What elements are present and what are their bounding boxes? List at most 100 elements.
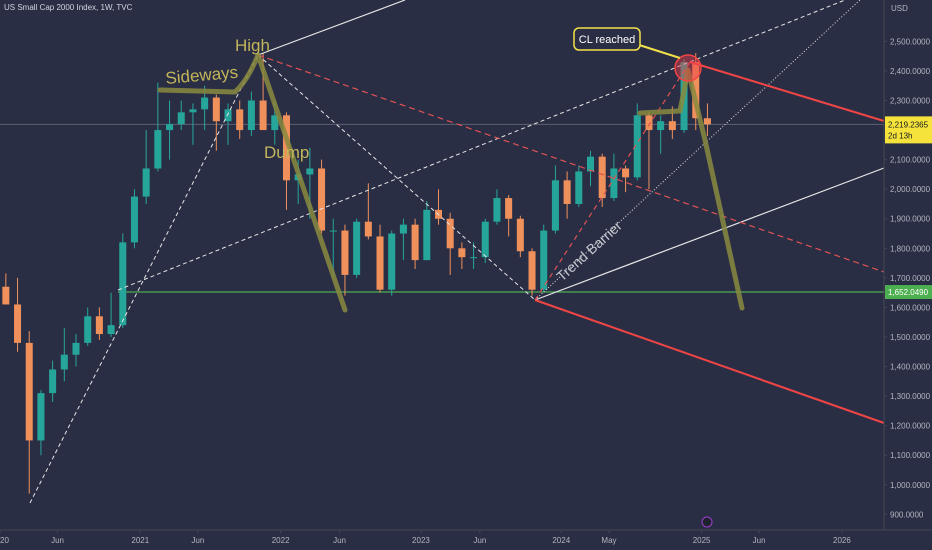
candle-body xyxy=(423,209,431,261)
y-tick-label: 1,600.0000 xyxy=(890,303,931,312)
y-tick-label: 2,400.0000 xyxy=(890,67,931,76)
sketch-path xyxy=(637,67,745,311)
currency: USD xyxy=(891,4,908,13)
candle-body xyxy=(540,230,548,290)
candle-body xyxy=(516,218,524,252)
candle-body xyxy=(212,97,220,122)
y-tick-label: 1,500.0000 xyxy=(890,333,931,342)
y-tick-label: 1,100.0000 xyxy=(890,451,931,460)
x-tick-label: 2024 xyxy=(552,536,570,545)
candle-body xyxy=(154,130,162,169)
candle-body xyxy=(247,100,255,131)
candle-body xyxy=(458,248,466,258)
candle-body xyxy=(142,168,150,197)
candle-body xyxy=(505,198,513,219)
candle-body xyxy=(493,198,501,222)
x-tick-label: 2023 xyxy=(412,536,430,545)
trend-line xyxy=(257,0,406,56)
candle-body xyxy=(177,112,185,125)
candle-body xyxy=(364,221,372,237)
candle-body xyxy=(470,257,478,259)
candle-body xyxy=(282,115,290,181)
callout-pointer xyxy=(635,43,681,59)
candle-body xyxy=(563,180,571,204)
candle-body xyxy=(14,304,22,343)
candle-body xyxy=(119,242,127,326)
candle-body xyxy=(692,62,700,119)
y-tick-label: 2,100.0000 xyxy=(890,156,931,165)
candle-body xyxy=(189,109,197,113)
y-tick-label: 2,000.0000 xyxy=(890,185,931,194)
countdown-label: 2d 13h xyxy=(888,131,912,140)
candle-body xyxy=(95,316,103,335)
x-tick-label: 2022 xyxy=(272,536,290,545)
annotation: High xyxy=(235,36,270,55)
y-tick-label: 1,000.0000 xyxy=(890,481,931,490)
candle-body xyxy=(388,233,396,290)
candle-body xyxy=(598,156,606,199)
event-icon xyxy=(701,516,713,528)
candle-body xyxy=(586,156,595,172)
x-tick-label: Jun xyxy=(473,536,486,545)
x-tick-label: Jun xyxy=(333,536,346,545)
y-tick-label: 1,800.0000 xyxy=(890,244,931,253)
x-tick-label: 20 xyxy=(0,536,9,545)
x-tick-label: 2025 xyxy=(693,536,711,545)
y-tick-label: 1,200.0000 xyxy=(890,422,931,431)
candle-body xyxy=(610,168,618,199)
candle-body xyxy=(622,168,630,178)
candle-body xyxy=(341,230,349,275)
candle-body xyxy=(49,369,57,394)
x-tick-label: 2021 xyxy=(131,536,149,545)
callout-text: CL reached xyxy=(579,34,635,46)
trend-line xyxy=(534,299,885,424)
price-label: 2,219.2365 xyxy=(888,120,929,129)
trend-line xyxy=(257,54,536,301)
y-tick-label: 900.0000 xyxy=(890,510,924,519)
sketch-path xyxy=(157,52,348,313)
candle-body xyxy=(236,109,244,131)
candle-body xyxy=(329,230,337,232)
candle-body xyxy=(411,224,419,261)
trend-line xyxy=(689,61,885,122)
candle-body xyxy=(633,115,641,178)
candle-body xyxy=(657,121,665,131)
chart-title: US Small Cap 2000 Index, 1W, TVC xyxy=(4,3,133,12)
candle-body xyxy=(645,115,653,131)
trend-line xyxy=(534,167,885,301)
candle-body xyxy=(668,121,676,131)
candle-body xyxy=(107,325,115,335)
candle-body xyxy=(60,354,68,370)
price-label-box xyxy=(885,116,932,144)
candle-body xyxy=(446,218,454,249)
annotation: Dump xyxy=(264,143,309,162)
candle-body xyxy=(2,286,10,305)
level-label: 1,652.0490 xyxy=(888,288,929,297)
candle-body xyxy=(399,224,407,234)
candle-body xyxy=(551,180,559,231)
candle-body xyxy=(271,115,279,131)
candle-body xyxy=(259,100,267,131)
drawings xyxy=(29,0,885,504)
trend-line xyxy=(117,0,846,291)
candle-body xyxy=(306,168,314,175)
x-tick-label: May xyxy=(601,536,616,545)
x-tick-label: Jun xyxy=(753,536,766,545)
level-label-box xyxy=(885,285,932,300)
candle-body xyxy=(72,342,80,355)
candle-body xyxy=(481,221,489,258)
y-tick-label: 1,300.0000 xyxy=(890,392,931,401)
callout-box xyxy=(573,27,641,51)
x-tick-label: 2026 xyxy=(833,536,851,545)
trend-line xyxy=(257,54,885,273)
candle-body xyxy=(201,97,209,110)
candle-body xyxy=(84,316,92,343)
candle-body xyxy=(575,171,583,204)
y-tick-label: 2,500.0000 xyxy=(890,37,931,46)
y-tick-label: 1,900.0000 xyxy=(890,215,931,224)
candle-body xyxy=(25,342,33,441)
x-tick-label: Jun xyxy=(191,536,204,545)
trend-line xyxy=(534,61,691,301)
candle-body xyxy=(703,118,711,125)
